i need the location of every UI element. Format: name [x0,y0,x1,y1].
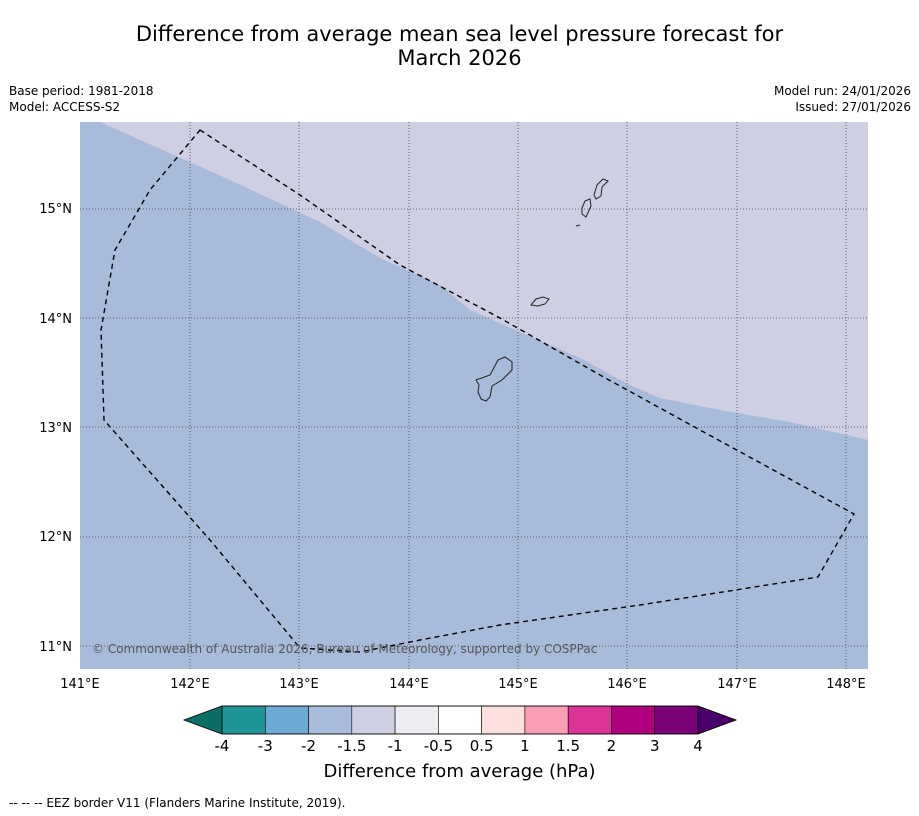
island-saipan [593,178,609,200]
issued-text: Issued: 27/01/2026 [795,100,911,114]
island-guam [475,356,513,402]
colorbar-cell [567,705,612,735]
colorbar-cell [654,705,699,735]
title-line-2: March 2026 [397,46,522,70]
model-run-text: Model run: 24/01/2026 [773,84,911,98]
colorbar-cell [524,705,569,735]
colorbar-tick-label: 1.5 [556,737,580,755]
colorbar-tick-label: -1 [388,737,403,755]
colorbar-cell [611,705,656,735]
colorbar-high-extend [697,705,738,735]
colorbar-cell [481,705,526,735]
lon-label: 147°E [717,677,757,692]
islands [475,178,609,402]
colorbar-tick-label: 4 [693,737,703,755]
colorbar-cells [221,705,699,735]
colorbar: -4 -3 -2 -1.5 -1 -0.5 0.5 1 1.5 2 3 4 [182,705,738,755]
gridlines [80,122,868,669]
island-rota [530,296,550,307]
base-period-text: Base period: 1981-2018 [9,84,154,98]
model-text: Model: ACCESS-S2 [9,100,121,114]
colorbar-tick-label: -4 [215,737,230,755]
lon-label: 141°E [60,677,100,692]
island-aguijan [575,224,581,227]
meta-left: Base period: 1981-2018 Model: ACCESS-S2 [9,83,154,115]
longitude-axis: 141°E 142°E 143°E 144°E 145°E 146°E 147°… [60,677,866,692]
colorbar-cell [264,705,309,735]
map-regions [80,122,868,669]
lat-label: 14°N [39,312,72,327]
colorbar-cell [351,705,396,735]
lon-label: 148°E [826,677,866,692]
latitude-axis: 15°N 14°N 13°N 12°N 11°N [39,202,72,655]
colorbar-cell [308,705,353,735]
colorbar-cell [221,705,266,735]
eez-border [100,129,855,653]
lat-label: 15°N [39,202,72,217]
colorbar-cell [438,705,482,735]
colorbar-label: Difference from average (hPa) [323,761,596,782]
chart-title: Difference from average mean sea level p… [0,22,919,70]
colorbar-tick-label: -0.5 [424,737,453,755]
eez-legend: -- -- -- EEZ border V11 (Flanders Marine… [9,796,346,810]
colorbar-tick-label: -1.5 [337,737,366,755]
lon-label: 145°E [498,677,538,692]
copyright-text: © Commonwealth of Australia 2026, Bureau… [92,642,597,656]
lat-label: 11°N [39,640,72,655]
lat-label: 13°N [39,421,72,436]
lat-label: 12°N [39,530,72,545]
island-tinian [581,198,592,218]
colorbar-low-extend [182,705,223,735]
colorbar-tick-label: 1 [520,737,530,755]
colorbar-tick-label: 2 [607,737,617,755]
colorbar-tick-label: -2 [301,737,316,755]
colorbar-tick-label: -3 [258,737,273,755]
lon-label: 142°E [170,677,210,692]
title-line-1: Difference from average mean sea level p… [135,22,784,46]
colorbar-tick-label: 3 [650,737,660,755]
lon-label: 143°E [279,677,319,692]
lon-label: 146°E [607,677,647,692]
lon-label: 144°E [389,677,429,692]
colorbar-ticks: -4 -3 -2 -1.5 -1 -0.5 0.5 1 1.5 2 3 4 [215,737,703,755]
colorbar-cell [394,705,439,735]
colorbar-tick-label: 0.5 [470,737,494,755]
region-minus1-5-to-minus1 [100,122,868,440]
meta-right: Model run: 24/01/2026 Issued: 27/01/2026 [774,83,911,115]
